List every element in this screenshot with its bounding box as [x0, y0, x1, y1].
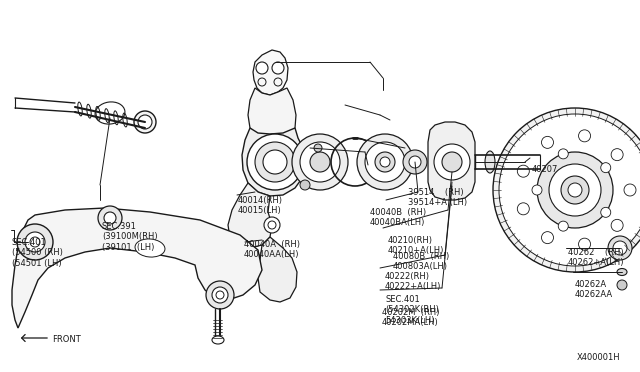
Text: 40080B  (RH)
400803A(LH): 40080B (RH) 400803A(LH) [393, 252, 449, 272]
Circle shape [493, 108, 640, 272]
Circle shape [517, 203, 529, 215]
Circle shape [537, 152, 613, 228]
Circle shape [624, 184, 636, 196]
Circle shape [434, 144, 470, 180]
Circle shape [98, 206, 122, 230]
Ellipse shape [95, 102, 125, 124]
Text: 40202M  (RH)
40202MA(LH): 40202M (RH) 40202MA(LH) [382, 308, 440, 327]
Circle shape [380, 157, 390, 167]
Circle shape [532, 185, 542, 195]
Circle shape [613, 241, 627, 255]
Circle shape [608, 236, 632, 260]
Circle shape [617, 280, 627, 290]
Text: 40262A
40262AA: 40262A 40262AA [575, 280, 613, 299]
Circle shape [104, 212, 116, 224]
Circle shape [409, 156, 421, 168]
Polygon shape [253, 50, 288, 95]
Circle shape [558, 149, 568, 159]
Circle shape [25, 232, 45, 252]
Circle shape [561, 176, 589, 204]
Circle shape [263, 150, 287, 174]
Circle shape [549, 164, 601, 216]
Ellipse shape [524, 154, 532, 170]
Circle shape [300, 142, 340, 182]
Circle shape [247, 134, 303, 190]
Text: 40014(RH)
40015(LH): 40014(RH) 40015(LH) [238, 196, 283, 215]
Text: SEC.391
(39100M(RH)
(39101  (LH): SEC.391 (39100M(RH) (39101 (LH) [102, 222, 157, 252]
Ellipse shape [212, 336, 224, 344]
Ellipse shape [485, 151, 495, 173]
Text: 40040A  (RH)
40040AA(LH): 40040A (RH) 40040AA(LH) [244, 240, 300, 259]
Circle shape [255, 142, 295, 182]
Text: 40210(RH)
40210+A(LH): 40210(RH) 40210+A(LH) [388, 236, 444, 256]
Circle shape [292, 134, 348, 190]
Text: FRONT: FRONT [52, 336, 81, 344]
Ellipse shape [617, 269, 627, 276]
Ellipse shape [506, 153, 514, 171]
Circle shape [17, 224, 53, 260]
Circle shape [375, 152, 395, 172]
Circle shape [206, 281, 234, 309]
Text: X400001H: X400001H [577, 353, 620, 362]
Circle shape [541, 232, 554, 244]
Circle shape [568, 183, 582, 197]
Circle shape [365, 142, 405, 182]
Circle shape [314, 144, 322, 152]
Circle shape [357, 134, 413, 190]
Circle shape [256, 62, 268, 74]
Circle shape [300, 180, 310, 190]
Polygon shape [248, 88, 296, 143]
Text: SEC.401
(54302K(RH)
54303K(LH): SEC.401 (54302K(RH) 54303K(LH) [385, 295, 439, 325]
Circle shape [601, 163, 611, 173]
Text: 40262    (RH)
40262+A(LH): 40262 (RH) 40262+A(LH) [568, 248, 625, 267]
Circle shape [499, 114, 640, 266]
Polygon shape [228, 183, 272, 248]
Circle shape [310, 152, 330, 172]
Text: SEC.401
(54500 (RH)
(54501 (LH): SEC.401 (54500 (RH) (54501 (LH) [12, 238, 63, 268]
Circle shape [517, 165, 529, 177]
Text: 40222(RH)
40222+A(LH): 40222(RH) 40222+A(LH) [385, 272, 442, 291]
Ellipse shape [134, 111, 156, 133]
Circle shape [579, 130, 591, 142]
Circle shape [272, 62, 284, 74]
Ellipse shape [138, 115, 152, 129]
Polygon shape [12, 208, 262, 328]
Circle shape [558, 221, 568, 231]
Polygon shape [242, 128, 306, 196]
Circle shape [601, 207, 611, 217]
Circle shape [611, 219, 623, 231]
Text: 39514    (RH)
39514+A (LH): 39514 (RH) 39514+A (LH) [408, 188, 467, 208]
Circle shape [403, 150, 427, 174]
Ellipse shape [135, 239, 165, 257]
Text: 40207: 40207 [532, 165, 558, 174]
Circle shape [442, 152, 462, 172]
Circle shape [212, 287, 228, 303]
Circle shape [611, 149, 623, 161]
Polygon shape [258, 237, 297, 302]
Circle shape [264, 217, 280, 233]
Circle shape [541, 137, 554, 148]
Circle shape [579, 238, 591, 250]
Text: 40040B  (RH)
40040BA(LH): 40040B (RH) 40040BA(LH) [370, 208, 426, 227]
Polygon shape [428, 122, 475, 200]
